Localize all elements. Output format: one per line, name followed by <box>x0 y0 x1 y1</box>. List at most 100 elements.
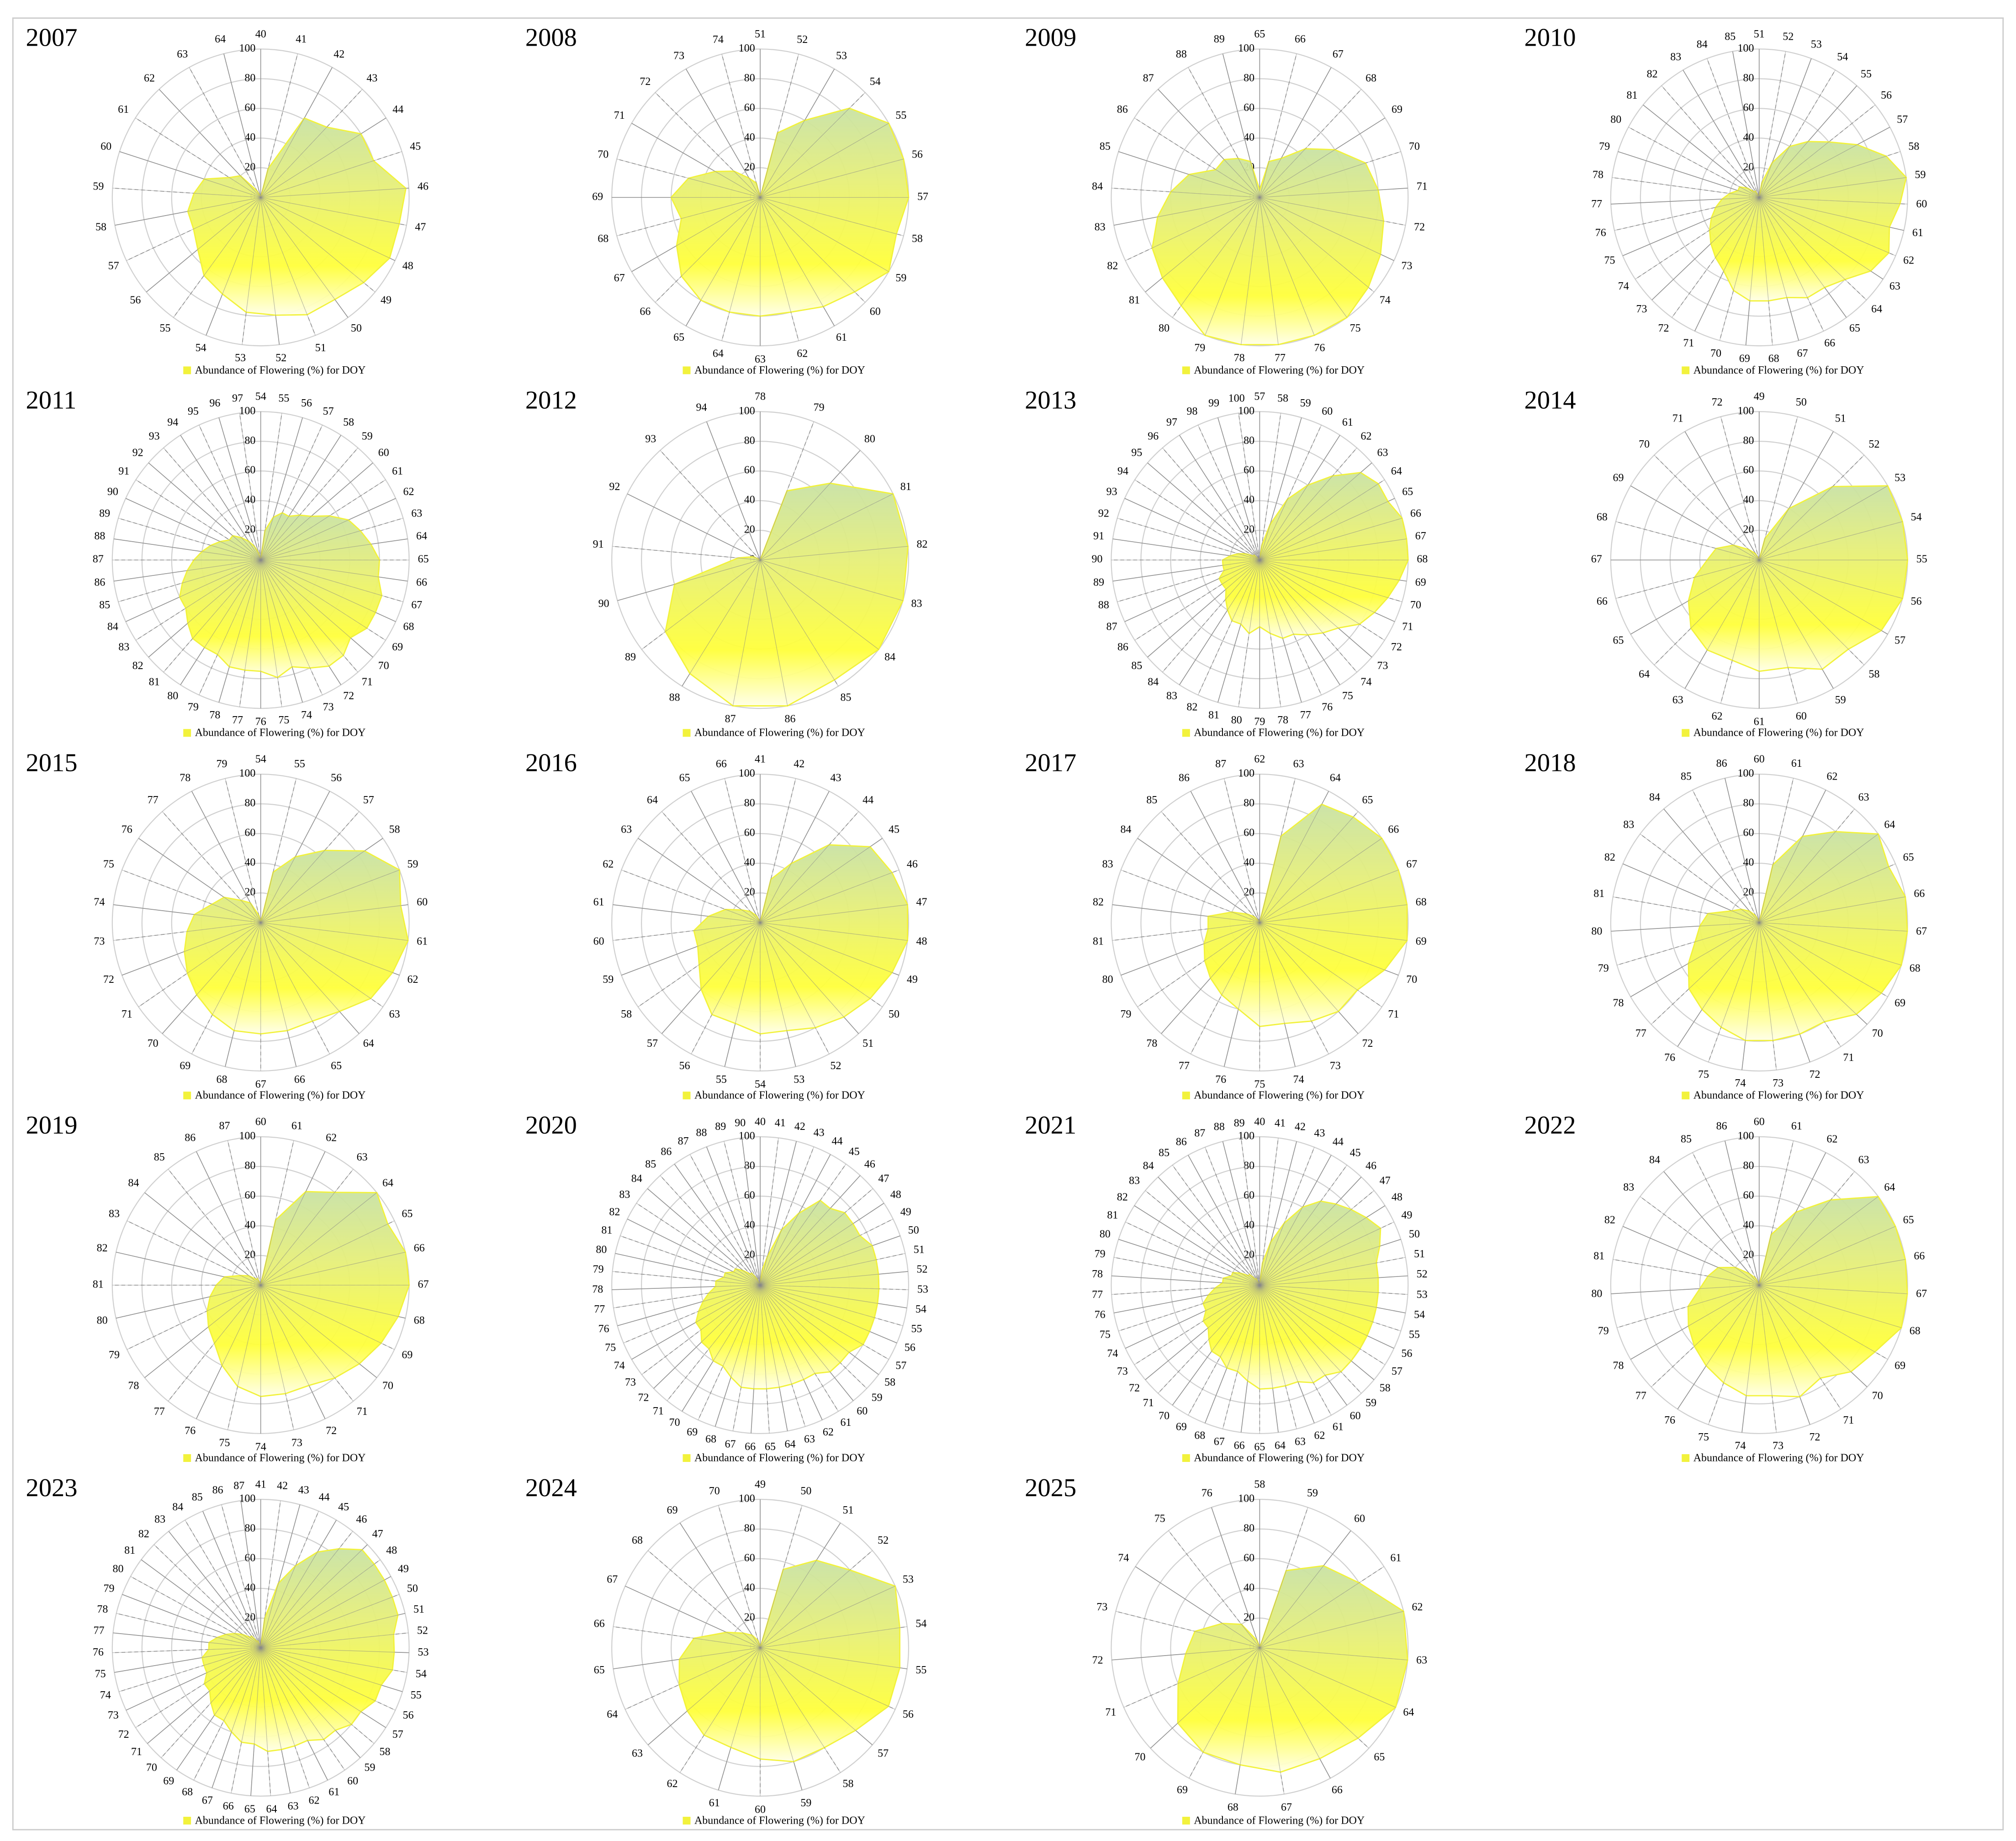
category-label: 65 <box>1613 635 1624 647</box>
spoke-over <box>1759 197 1824 332</box>
category-label: 73 <box>1330 1060 1341 1072</box>
legend-swatch <box>183 729 191 737</box>
category-label: 61 <box>1912 227 1923 239</box>
category-label: 90 <box>598 598 609 610</box>
spoke-over <box>1259 559 1322 695</box>
category-label: 71 <box>653 1405 664 1417</box>
category-label: 61 <box>1754 716 1765 728</box>
category-label: 79 <box>109 1349 120 1361</box>
legend-label: Abundance of Flowering (%) for DOY <box>195 1090 366 1102</box>
category-label: 56 <box>130 295 141 306</box>
r-tick-label: 60 <box>744 464 755 476</box>
spoke-over <box>1197 559 1260 695</box>
spoke-over <box>136 559 261 641</box>
category-label: 84 <box>1148 676 1159 688</box>
category-label: 53 <box>418 1646 429 1658</box>
category-label: 52 <box>797 34 808 46</box>
category-label: 57 <box>1392 1366 1402 1377</box>
category-label: 55 <box>915 1664 926 1676</box>
legend-label: Abundance of Flowering (%) for DOY <box>694 1090 865 1102</box>
legend-swatch <box>183 1454 191 1462</box>
category-label: 82 <box>97 1242 108 1254</box>
legend-swatch <box>1682 1092 1690 1100</box>
category-label: 51 <box>315 342 326 354</box>
r-tick-label: 60 <box>744 827 755 839</box>
spoke-over <box>625 1586 761 1648</box>
spoke-over <box>679 1523 761 1648</box>
category-label: 61 <box>836 332 847 343</box>
category-label: 50 <box>800 1485 811 1497</box>
category-label: 96 <box>209 397 220 409</box>
r-tick-label: 100 <box>1238 405 1254 417</box>
radar-area <box>206 1191 410 1398</box>
category-label: 51 <box>1754 28 1765 40</box>
category-label: 65 <box>765 1441 776 1453</box>
spoke-over <box>1720 417 1760 560</box>
r-tick-label: 60 <box>1743 1190 1754 1202</box>
category-label: 75 <box>1604 255 1615 267</box>
spoke-over <box>118 559 261 602</box>
spoke-over <box>1259 922 1382 1008</box>
legend-swatch <box>1182 1092 1190 1100</box>
spoke-over <box>1759 1152 1826 1286</box>
category-label: 84 <box>128 1177 139 1189</box>
category-label: 67 <box>255 1079 266 1091</box>
category-label: 42 <box>794 1121 805 1133</box>
spoke-over <box>163 559 261 673</box>
spoke-over <box>260 1285 294 1430</box>
category-label: 61 <box>840 1417 851 1429</box>
category-label: 68 <box>1416 897 1427 908</box>
spoke-over <box>1158 1285 1260 1394</box>
spoke-over <box>1259 1285 1347 1406</box>
r-tick-label: 100 <box>1737 1130 1754 1142</box>
radar-area <box>1202 1200 1381 1390</box>
category-label: 59 <box>603 974 614 986</box>
spoke-over <box>260 413 282 560</box>
category-label: 74 <box>1107 1348 1118 1360</box>
spoke-over <box>760 1154 831 1286</box>
spoke-over <box>1259 560 1302 703</box>
spoke-over <box>1114 197 1260 226</box>
spoke-over <box>180 559 261 685</box>
category-label: 69 <box>1613 472 1624 484</box>
category-label: 64 <box>1275 1440 1286 1452</box>
category-label: 61 <box>1342 417 1353 428</box>
category-label: 78 <box>209 709 220 721</box>
spoke-over <box>1124 498 1260 560</box>
spoke-over <box>1158 89 1260 198</box>
category-label: 69 <box>1415 576 1426 588</box>
category-label: 47 <box>916 897 927 908</box>
radar-chart: 2025020406080100585960616263646566676869… <box>1025 1474 1427 1826</box>
legend-label: Abundance of Flowering (%) for DOY <box>1194 364 1365 376</box>
category-label: 42 <box>794 758 804 770</box>
category-label: 86 <box>94 576 105 588</box>
category-label: 60 <box>1796 711 1807 723</box>
chart-title: 2011 <box>26 386 77 414</box>
spoke-over <box>1759 1285 1810 1425</box>
spoke-over <box>718 1505 761 1648</box>
r-tick-label: 40 <box>744 857 755 869</box>
category-label: 59 <box>93 180 104 192</box>
spoke-over <box>260 538 408 560</box>
category-label: 70 <box>1410 599 1421 611</box>
spoke-over <box>1259 778 1296 923</box>
category-label: 79 <box>1598 1325 1609 1337</box>
spoke-over <box>1259 1285 1406 1313</box>
spoke-over <box>1640 1196 1760 1286</box>
spoke-over <box>260 1192 377 1286</box>
category-label: 54 <box>1837 51 1848 63</box>
radar-area <box>1688 485 1909 672</box>
category-label: 71 <box>1388 1008 1399 1020</box>
spoke-over <box>260 922 383 1008</box>
r-tick-label: 100 <box>1238 768 1254 780</box>
spoke-over <box>260 922 330 1055</box>
category-label: 86 <box>661 1146 672 1158</box>
category-label: 60 <box>1754 754 1765 765</box>
spoke-over <box>698 1285 761 1420</box>
category-label: 46 <box>356 1514 367 1525</box>
category-label: 72 <box>1092 1655 1103 1667</box>
spoke-over <box>260 1559 381 1648</box>
spoke-over <box>655 197 761 303</box>
spoke-over <box>260 559 396 622</box>
r-tick-label: 60 <box>1243 827 1254 839</box>
